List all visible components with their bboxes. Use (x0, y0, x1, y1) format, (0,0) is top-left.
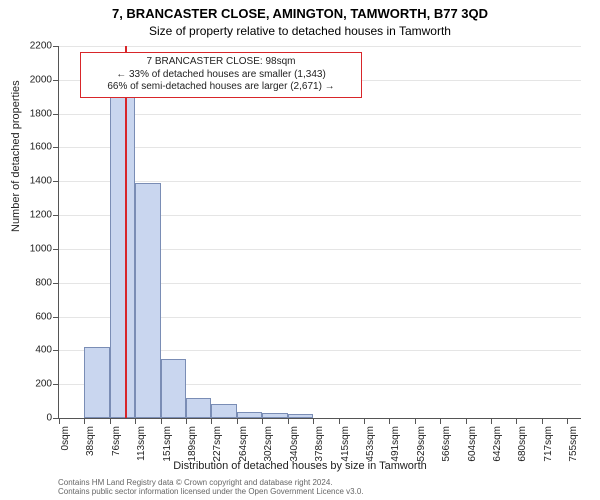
x-tick (59, 419, 60, 424)
y-tick-label: 1800 (30, 108, 52, 119)
property-size-chart: 7, BRANCASTER CLOSE, AMINGTON, TAMWORTH,… (0, 0, 600, 500)
x-tick-label: 113sqm (136, 426, 147, 466)
gridline (59, 147, 581, 148)
x-tick-label: 491sqm (390, 426, 401, 466)
y-tick (53, 283, 58, 284)
x-tick (186, 419, 187, 424)
y-tick-label: 2000 (30, 74, 52, 85)
annotation-line-3: 66% of semi-detached houses are larger (… (87, 81, 355, 94)
x-tick (211, 419, 212, 424)
chart-title-main: 7, BRANCASTER CLOSE, AMINGTON, TAMWORTH,… (0, 6, 600, 21)
histogram-bar (288, 414, 313, 418)
footer-line-2: Contains public sector information licen… (58, 487, 364, 496)
x-tick-label: 453sqm (365, 426, 376, 466)
y-tick (53, 147, 58, 148)
x-tick (313, 419, 314, 424)
y-tick (53, 249, 58, 250)
gridline (59, 114, 581, 115)
x-tick-label: 151sqm (162, 426, 173, 466)
y-tick-label: 200 (35, 379, 52, 390)
annotation-box: 7 BRANCASTER CLOSE: 98sqm ← 33% of detac… (80, 52, 362, 98)
y-tick (53, 350, 58, 351)
x-tick (262, 419, 263, 424)
x-tick-label: 378sqm (314, 426, 325, 466)
x-tick-label: 264sqm (238, 426, 249, 466)
x-tick (440, 419, 441, 424)
x-tick-label: 189sqm (187, 426, 198, 466)
x-tick-label: 529sqm (416, 426, 427, 466)
histogram-bar (237, 412, 262, 418)
y-tick (53, 384, 58, 385)
x-tick-label: 415sqm (340, 426, 351, 466)
histogram-bar (161, 359, 186, 418)
footer-attribution: Contains HM Land Registry data © Crown c… (58, 478, 364, 496)
y-tick-label: 600 (35, 311, 52, 322)
y-tick (53, 46, 58, 47)
y-tick-label: 2200 (30, 41, 52, 52)
property-marker-line (125, 46, 127, 418)
x-tick-label: 566sqm (441, 426, 452, 466)
x-tick-label: 227sqm (212, 426, 223, 466)
y-tick-label: 1200 (30, 210, 52, 221)
histogram-bar (211, 404, 236, 418)
histogram-bar (262, 413, 287, 418)
x-tick (415, 419, 416, 424)
histogram-bar (135, 183, 160, 418)
x-tick-label: 0sqm (60, 426, 71, 466)
y-tick-label: 0 (46, 413, 52, 424)
y-tick-label: 1600 (30, 142, 52, 153)
y-tick (53, 114, 58, 115)
x-tick (389, 419, 390, 424)
x-tick-label: 302sqm (263, 426, 274, 466)
x-tick (110, 419, 111, 424)
y-tick-label: 1000 (30, 243, 52, 254)
chart-title-sub: Size of property relative to detached ho… (0, 24, 600, 38)
x-tick-label: 76sqm (111, 426, 122, 466)
y-tick (53, 215, 58, 216)
x-tick (542, 419, 543, 424)
x-tick (491, 419, 492, 424)
x-tick (288, 419, 289, 424)
annotation-line-2: ← 33% of detached houses are smaller (1,… (87, 69, 355, 82)
y-tick (53, 181, 58, 182)
histogram-bar (186, 398, 211, 418)
y-axis-label: Number of detached properties (10, 80, 22, 232)
y-tick (53, 317, 58, 318)
x-tick (84, 419, 85, 424)
y-tick (53, 418, 58, 419)
y-tick-label: 800 (35, 277, 52, 288)
x-tick-label: 642sqm (492, 426, 503, 466)
x-tick (135, 419, 136, 424)
plot-area (58, 46, 581, 419)
x-tick-label: 38sqm (85, 426, 96, 466)
x-tick (466, 419, 467, 424)
x-tick-label: 680sqm (517, 426, 528, 466)
y-tick (53, 80, 58, 81)
x-tick-label: 755sqm (568, 426, 579, 466)
y-tick-label: 400 (35, 345, 52, 356)
x-tick-label: 717sqm (543, 426, 554, 466)
annotation-line-1: 7 BRANCASTER CLOSE: 98sqm (87, 56, 355, 69)
x-tick (237, 419, 238, 424)
x-tick (567, 419, 568, 424)
histogram-bar (84, 347, 109, 418)
x-tick (161, 419, 162, 424)
y-tick-label: 1400 (30, 176, 52, 187)
x-tick-label: 340sqm (289, 426, 300, 466)
x-tick (364, 419, 365, 424)
gridline (59, 46, 581, 47)
x-tick (516, 419, 517, 424)
x-tick (339, 419, 340, 424)
footer-line-1: Contains HM Land Registry data © Crown c… (58, 478, 364, 487)
histogram-bar (110, 56, 135, 418)
x-tick-label: 604sqm (467, 426, 478, 466)
